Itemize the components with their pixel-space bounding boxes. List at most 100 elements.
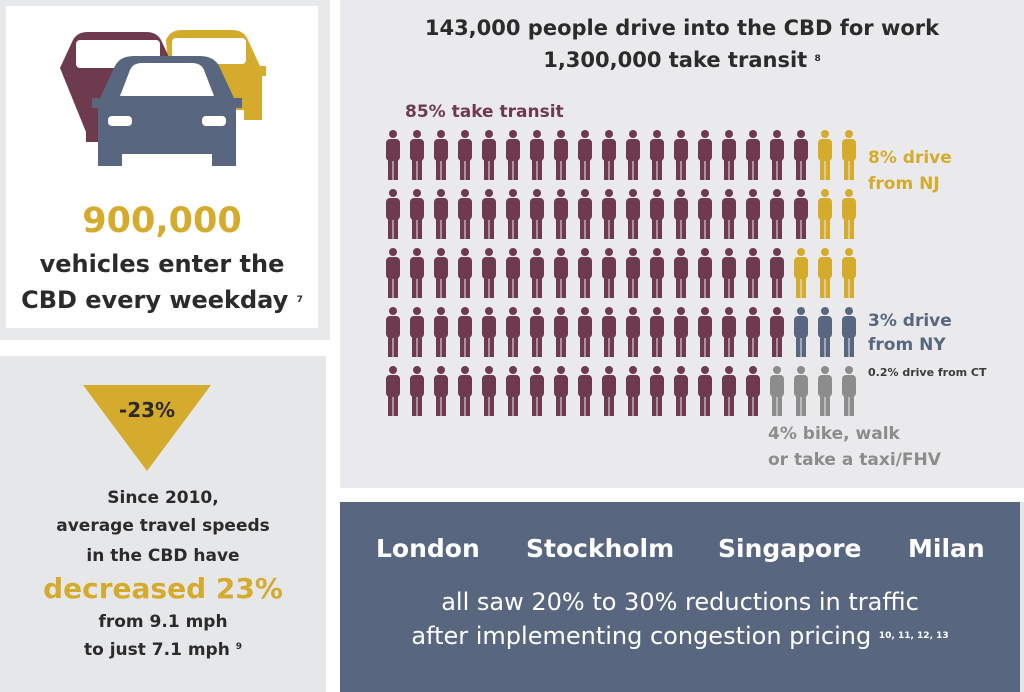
person-icon [746, 189, 760, 239]
person-icon [458, 307, 472, 357]
person-icon [794, 248, 808, 298]
person-icon [674, 248, 688, 298]
person-icon [434, 366, 448, 416]
person-icon [674, 189, 688, 239]
person-icon [722, 189, 736, 239]
person-icon [722, 130, 736, 180]
person-icon [746, 366, 760, 416]
person-icon [650, 248, 664, 298]
cities-panel [340, 502, 1020, 692]
person-icon [602, 248, 616, 298]
person-icon [434, 189, 448, 239]
person-icon [842, 307, 856, 357]
person-icon [554, 189, 568, 239]
person-icon [482, 189, 496, 239]
nj-label-line2: from NJ [868, 174, 940, 194]
car-blue-icon [92, 56, 242, 166]
vehicles-caption-line2: CBD every weekday 7 [6, 286, 318, 314]
person-icon [410, 189, 424, 239]
person-icon [722, 248, 736, 298]
transit-label: 85% take transit [405, 102, 564, 122]
city-stockholm: Stockholm [526, 534, 675, 563]
person-icon [722, 307, 736, 357]
person-icon [818, 248, 832, 298]
person-icon [770, 130, 784, 180]
person-icon [794, 189, 808, 239]
person-icon [650, 366, 664, 416]
person-icon [506, 189, 520, 239]
person-icon [842, 366, 856, 416]
person-icon [530, 189, 544, 239]
person-icon [698, 130, 712, 180]
person-icon [818, 189, 832, 239]
commute-title-line1: 143,000 people drive into the CBD for wo… [424, 16, 940, 40]
person-icon [482, 130, 496, 180]
people-grid [386, 130, 856, 416]
person-icon [602, 307, 616, 357]
person-icon [650, 189, 664, 239]
person-icon [410, 307, 424, 357]
ny-label-line1: 3% drive [868, 311, 952, 331]
person-icon [674, 366, 688, 416]
person-icon [770, 307, 784, 357]
footnote-marker: 10, 11, 12, 13 [878, 631, 949, 641]
person-icon [722, 366, 736, 416]
person-icon [842, 248, 856, 298]
person-icon [626, 189, 640, 239]
person-icon [554, 307, 568, 357]
person-icon [650, 307, 664, 357]
person-icon [818, 366, 832, 416]
person-icon [794, 366, 808, 416]
person-icon [410, 366, 424, 416]
panel-edge [1020, 502, 1024, 692]
person-icon [698, 307, 712, 357]
person-icon [746, 307, 760, 357]
person-icon [386, 307, 400, 357]
speed-badge: -23% [118, 398, 176, 422]
person-icon [578, 189, 592, 239]
speed-line6-text: to just 7.1 mph [83, 640, 230, 660]
person-icon [602, 189, 616, 239]
speed-line6: to just 7.1 mph 9 [0, 640, 326, 660]
cars-icon [60, 30, 266, 166]
person-icon [458, 366, 472, 416]
person-icon [602, 130, 616, 180]
city-milan: Milan [908, 534, 985, 563]
city-singapore: Singapore [718, 534, 862, 563]
other-label-line2: or take a taxi/FHV [768, 450, 941, 470]
person-icon [770, 248, 784, 298]
person-icon [746, 130, 760, 180]
person-icon [386, 130, 400, 180]
cities-caption-line1: all saw 20% to 30% reductions in traffic [441, 588, 919, 616]
person-icon [482, 248, 496, 298]
nj-label-line1: 8% drive [868, 148, 952, 168]
person-icon [458, 248, 472, 298]
cities-caption-text: after implementing congestion pricing [411, 622, 872, 650]
person-icon [626, 248, 640, 298]
person-icon [626, 366, 640, 416]
vehicles-panel: 900,000 vehicles enter the CBD every wee… [0, 0, 330, 340]
person-icon [794, 307, 808, 357]
ny-label-line2: from NY [868, 335, 946, 355]
person-icon [434, 307, 448, 357]
footnote-marker: 8 [814, 54, 821, 64]
person-icon [458, 189, 472, 239]
person-icon [554, 248, 568, 298]
person-icon [818, 307, 832, 357]
person-icon [554, 366, 568, 416]
person-icon [578, 366, 592, 416]
person-icon [674, 130, 688, 180]
person-icon [506, 307, 520, 357]
cities-caption-line2: after implementing congestion pricing 10… [340, 622, 1020, 650]
person-icon [578, 248, 592, 298]
person-icon [626, 130, 640, 180]
person-icon [530, 366, 544, 416]
person-icon [794, 130, 808, 180]
person-icon [482, 366, 496, 416]
speed-line1: Since 2010, [107, 488, 219, 508]
other-label-line1: 4% bike, walk [768, 424, 900, 444]
vehicles-card: 900,000 vehicles enter the CBD every wee… [6, 6, 318, 328]
person-icon [770, 189, 784, 239]
commute-title-line2: 1,300,000 take transit 8 [340, 48, 1024, 72]
person-icon [506, 248, 520, 298]
